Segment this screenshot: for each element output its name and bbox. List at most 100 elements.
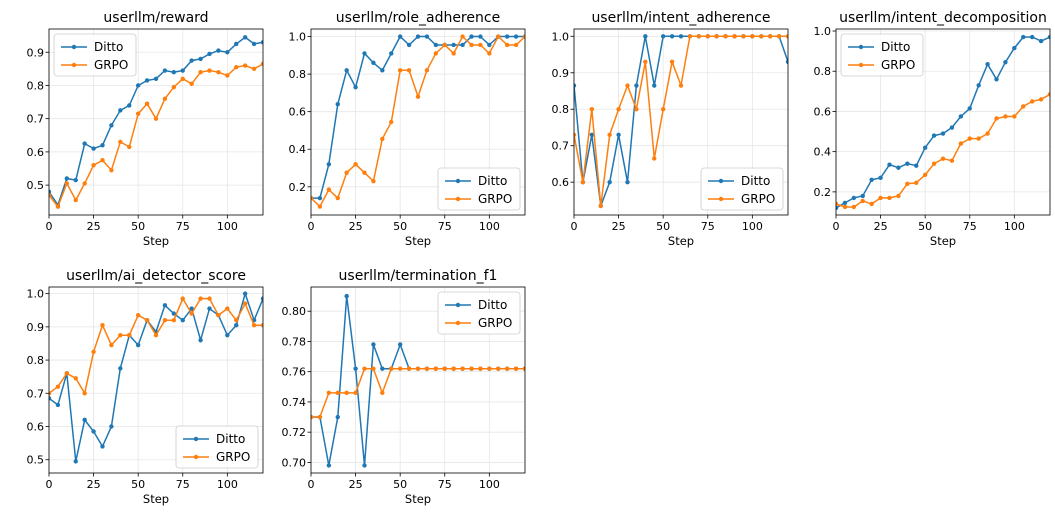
x-axis-label: Step bbox=[143, 234, 169, 248]
x-tick-label: 100 bbox=[1004, 220, 1025, 233]
x-tick-label: 75 bbox=[438, 478, 452, 491]
chart-title: userllm/reward bbox=[103, 10, 208, 26]
data-point bbox=[994, 77, 999, 82]
data-point bbox=[242, 291, 248, 296]
data-point bbox=[1047, 34, 1050, 40]
x-axis-label: Step bbox=[405, 234, 431, 248]
data-point bbox=[985, 61, 990, 67]
legend-label: GRPO bbox=[741, 192, 775, 206]
data-point bbox=[1003, 114, 1008, 119]
data-point bbox=[878, 195, 883, 201]
data-point bbox=[242, 63, 248, 68]
data-point bbox=[153, 332, 159, 338]
chart-panel: 0 25 50 75 100 0.5 0.6 0.7 0.8 0.9 userllm/reward S… bbox=[27, 10, 264, 248]
y-tick-label: 0.5 bbox=[27, 454, 45, 467]
data-point bbox=[985, 131, 990, 136]
data-point bbox=[49, 391, 52, 396]
data-point bbox=[362, 170, 367, 175]
data-point bbox=[714, 34, 719, 39]
plot-frame bbox=[48, 28, 264, 216]
data-point bbox=[460, 42, 465, 48]
data-point bbox=[171, 318, 177, 323]
data-point bbox=[723, 34, 728, 39]
y-tick-label: 0.6 bbox=[814, 105, 832, 118]
data-point bbox=[785, 59, 788, 65]
data-point bbox=[144, 318, 150, 323]
data-point bbox=[380, 366, 385, 371]
x-tick-label: 75 bbox=[176, 220, 190, 233]
data-point bbox=[260, 61, 263, 67]
data-point bbox=[326, 463, 332, 468]
data-point bbox=[311, 414, 314, 420]
data-point bbox=[335, 101, 340, 107]
data-point bbox=[696, 34, 702, 39]
data-point bbox=[869, 201, 874, 207]
data-point bbox=[513, 42, 519, 48]
data-point bbox=[574, 83, 577, 88]
legend-marker bbox=[193, 436, 199, 442]
data-point bbox=[397, 366, 403, 371]
data-point bbox=[634, 83, 639, 88]
data-point bbox=[634, 107, 639, 112]
data-point bbox=[940, 131, 946, 136]
legend-marker bbox=[71, 62, 77, 68]
x-tick-label: 75 bbox=[438, 220, 452, 233]
data-point bbox=[589, 107, 595, 112]
y-tick-label: 0.2 bbox=[814, 186, 832, 199]
y-tick-label: 0.6 bbox=[289, 106, 307, 119]
data-point bbox=[750, 34, 755, 39]
legend-label: Ditto bbox=[741, 174, 770, 188]
data-point bbox=[652, 156, 657, 161]
y-tick-label: 0.8 bbox=[552, 103, 570, 116]
y-tick-label: 0.9 bbox=[552, 67, 570, 80]
data-point bbox=[311, 195, 314, 201]
data-point bbox=[180, 296, 185, 301]
data-point bbox=[118, 332, 123, 338]
data-point bbox=[406, 42, 412, 48]
y-tick-label: 0.4 bbox=[289, 143, 307, 156]
data-point bbox=[100, 444, 105, 449]
legend: Ditto GRPO bbox=[437, 291, 521, 335]
data-point bbox=[371, 178, 376, 184]
data-point bbox=[451, 51, 456, 56]
data-point bbox=[153, 116, 159, 121]
data-point bbox=[353, 390, 358, 396]
data-point bbox=[189, 81, 194, 87]
data-point bbox=[451, 366, 456, 371]
data-point bbox=[225, 73, 230, 78]
data-point bbox=[504, 366, 510, 371]
x-tick-label: 50 bbox=[656, 220, 670, 233]
data-point bbox=[260, 296, 263, 301]
data-point bbox=[380, 390, 385, 396]
data-point bbox=[317, 204, 323, 209]
data-point bbox=[652, 83, 657, 88]
data-point bbox=[406, 366, 412, 371]
data-point bbox=[198, 337, 203, 343]
data-point bbox=[607, 179, 612, 185]
data-point bbox=[91, 349, 96, 354]
data-point bbox=[896, 193, 901, 199]
data-point bbox=[678, 34, 684, 39]
data-point bbox=[397, 342, 403, 347]
y-tick-label: 0.2 bbox=[289, 181, 307, 194]
x-tick-label: 25 bbox=[87, 220, 101, 233]
data-point bbox=[180, 76, 185, 82]
data-point bbox=[344, 170, 349, 175]
data-point bbox=[1021, 34, 1026, 40]
data-point bbox=[478, 42, 483, 48]
data-point bbox=[767, 34, 773, 39]
legend-label: GRPO bbox=[478, 316, 512, 330]
data-point bbox=[118, 108, 123, 113]
data-point bbox=[869, 177, 874, 183]
x-tick-label: 75 bbox=[701, 220, 715, 233]
legend-marker bbox=[71, 44, 77, 50]
data-point bbox=[776, 34, 782, 39]
data-point bbox=[100, 322, 105, 328]
data-point bbox=[127, 144, 132, 150]
data-point bbox=[344, 293, 349, 299]
data-point bbox=[371, 342, 376, 347]
legend: Ditto GRPO bbox=[175, 425, 259, 469]
legend-label: Ditto bbox=[478, 174, 507, 188]
x-tick-label: 0 bbox=[833, 220, 840, 233]
